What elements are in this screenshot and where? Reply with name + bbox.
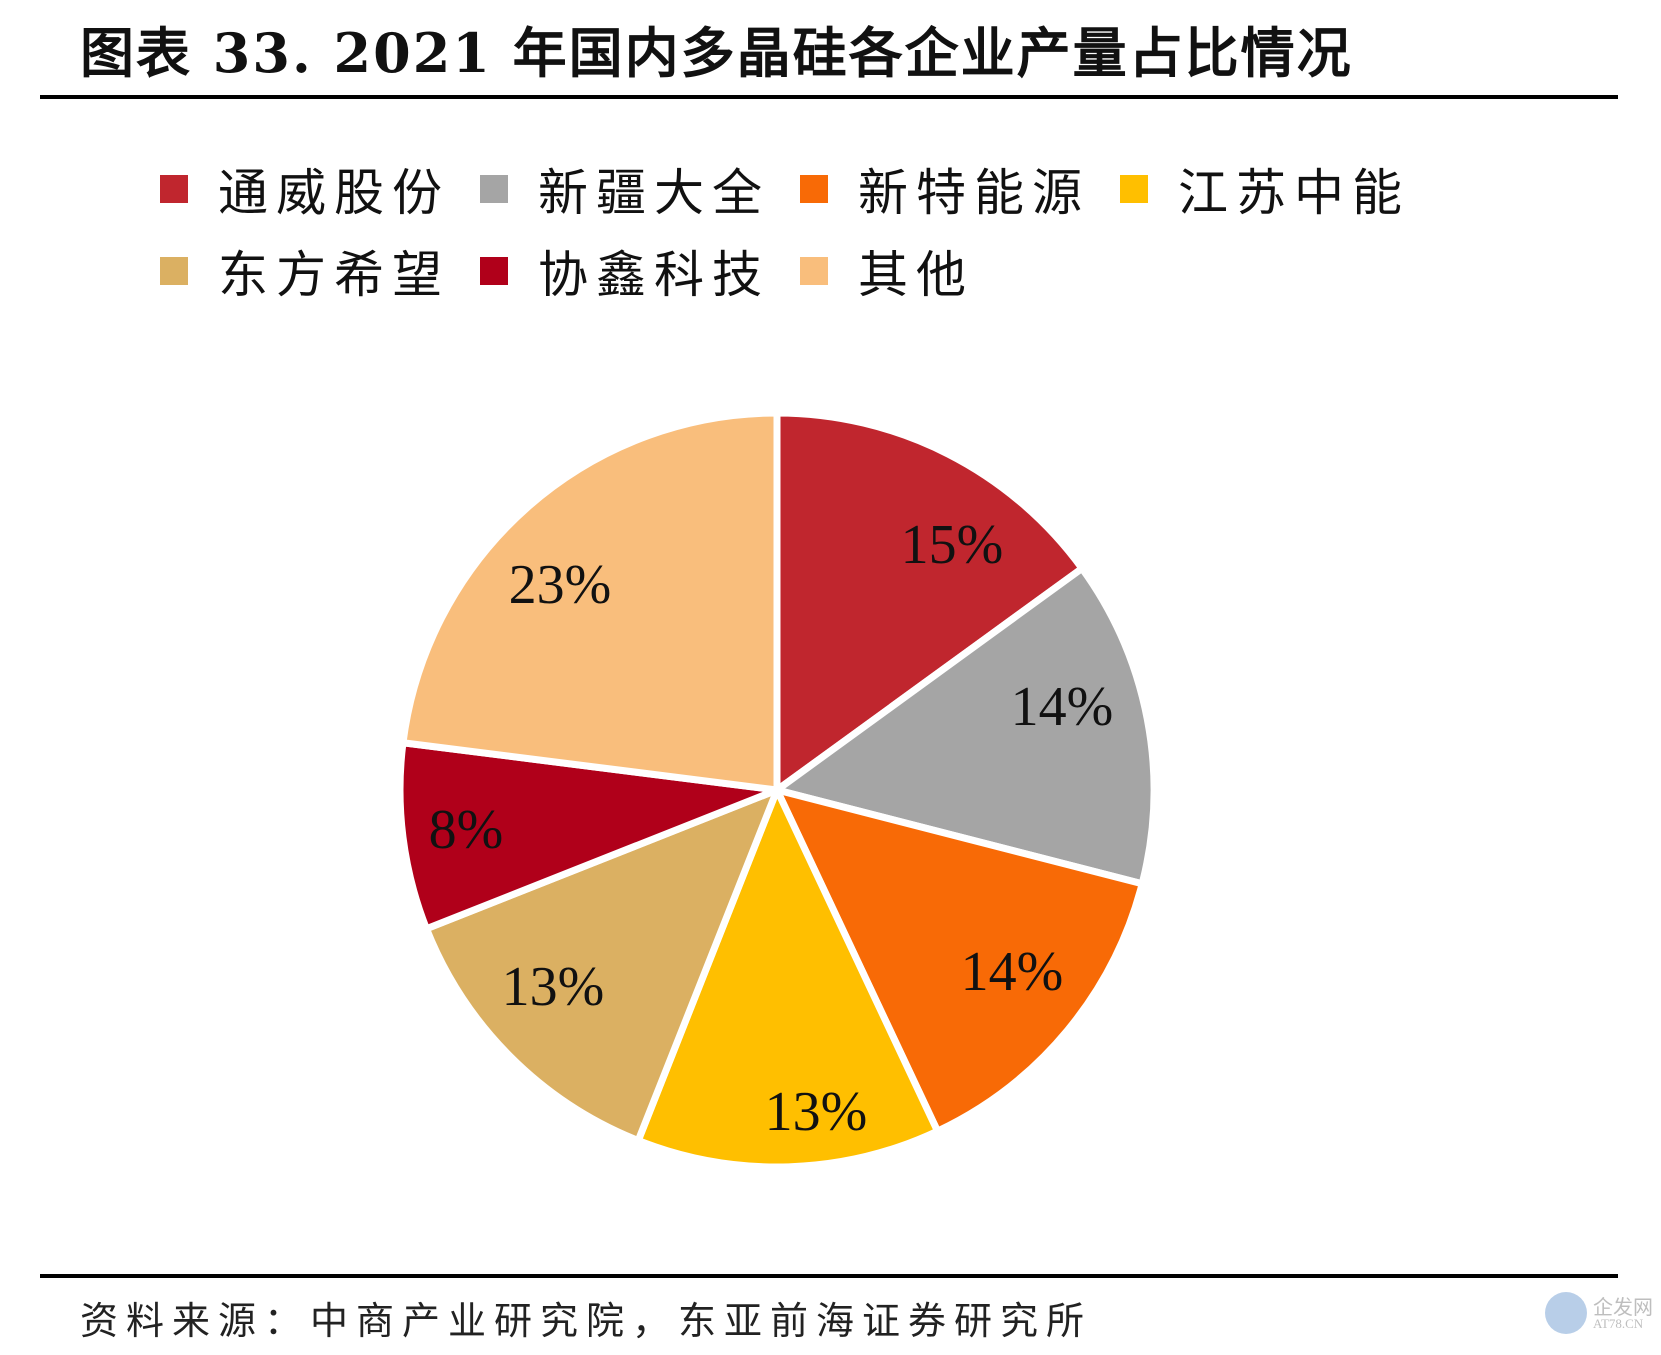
slice-data-label: 23% — [509, 554, 612, 616]
legend-item-east-hope: 东方希望 — [160, 235, 450, 307]
pie-slice-0 — [773, 409, 1086, 794]
pie-slice-3 — [634, 786, 942, 1171]
legend-label: 其他 — [858, 246, 974, 304]
slice-data-label: 14% — [1011, 676, 1114, 738]
legend-item-xinte: 新特能源 — [800, 153, 1090, 225]
legend-row-2: 东方希望 协鑫科技 其他 — [160, 230, 1480, 312]
legend-label: 协鑫科技 — [538, 246, 770, 304]
legend-swatch-icon — [800, 175, 828, 203]
chart-title: 图表 33. 2021 年国内多晶硅各企业产量占比情况 — [80, 21, 1353, 85]
legend-item-gcl: 协鑫科技 — [480, 235, 770, 307]
legend-row-1: 通威股份 新疆大全 新特能源 江苏中能 — [160, 148, 1480, 230]
legend-item-jiangsu-zhongneng: 江苏中能 — [1120, 153, 1410, 225]
top-divider — [40, 95, 1618, 99]
legend-swatch-icon — [800, 257, 828, 285]
legend-swatch-icon — [160, 257, 188, 285]
pie-slice-6 — [399, 409, 781, 794]
pie-slice-2 — [773, 786, 1146, 1135]
legend-swatch-icon — [480, 175, 508, 203]
legend-swatch-icon — [1120, 175, 1148, 203]
slice-data-label: 15% — [901, 514, 1004, 576]
watermark-logo-icon — [1545, 1292, 1587, 1334]
watermark: 企发网 AT78.CN — [1545, 1292, 1653, 1334]
slice-data-label: 13% — [502, 956, 605, 1018]
legend-label: 通威股份 — [218, 164, 450, 222]
watermark-text: 企发网 AT78.CN — [1593, 1297, 1653, 1330]
legend-swatch-icon — [160, 175, 188, 203]
bottom-divider — [40, 1274, 1618, 1278]
legend-item-others: 其他 — [800, 235, 974, 307]
slice-data-label: 13% — [765, 1081, 868, 1143]
legend-label: 新疆大全 — [538, 164, 770, 222]
legend-item-daqo: 新疆大全 — [480, 153, 770, 225]
pie-slice-5 — [396, 739, 781, 933]
legend-item-tongwei: 通威股份 — [160, 153, 450, 225]
slice-data-label: 14% — [961, 941, 1064, 1003]
legend-swatch-icon — [480, 257, 508, 285]
pie-slice-1 — [773, 564, 1158, 888]
legend-label: 江苏中能 — [1178, 164, 1410, 222]
pie-slice-4 — [422, 786, 781, 1145]
watermark-cn: 企发网 — [1593, 1294, 1653, 1319]
source-note: 资料来源：中商产业研究院，东亚前海证券研究所 — [80, 1299, 1093, 1343]
legend-label: 新特能源 — [858, 164, 1090, 222]
legend-label: 东方希望 — [218, 246, 450, 304]
chart-legend: 通威股份 新疆大全 新特能源 江苏中能 东方希望 协鑫科技 其他 — [160, 148, 1480, 312]
watermark-en: AT78.CN — [1593, 1315, 1644, 1331]
slice-data-label: 8% — [429, 799, 504, 861]
